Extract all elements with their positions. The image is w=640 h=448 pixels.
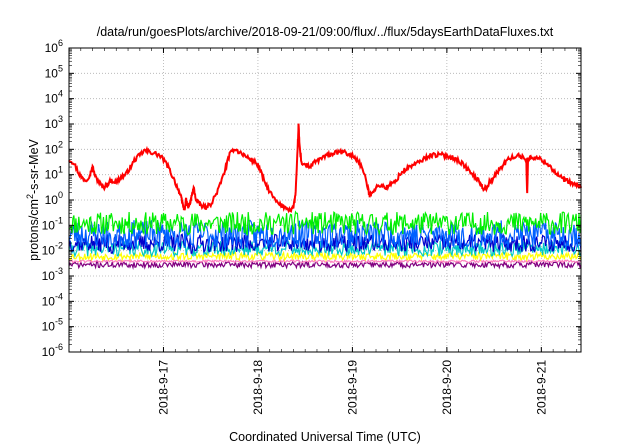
- y-tick-label-exp: -5: [55, 317, 63, 327]
- y-tick-label-base: 10: [42, 294, 56, 308]
- y-tick-label-base: 10: [45, 142, 59, 156]
- grid-lines: [69, 48, 581, 352]
- y-tick-label: 10-6: [42, 342, 63, 359]
- y-tick-label-exp: 2: [58, 139, 63, 149]
- series-line-7: [68, 210, 582, 236]
- y-tick-label-exp: 3: [58, 114, 63, 124]
- y-axis-label-base: protons/cm: [27, 199, 41, 261]
- x-tick-label: 2018-9-18: [251, 360, 265, 415]
- x-tick-label: 2018-9-21: [534, 360, 548, 415]
- y-tick-label-exp: 4: [58, 89, 63, 99]
- y-tick-label-exp: 1: [58, 165, 63, 175]
- y-tick-label-base: 10: [45, 117, 59, 131]
- y-tick-label-exp: 0: [58, 190, 63, 200]
- series-line-1: [68, 259, 582, 270]
- x-axis-label: Coordinated Universal Time (UTC): [229, 430, 421, 444]
- y-tick-label-exp: -1: [55, 215, 63, 225]
- y-tick-label-exp: 5: [58, 63, 63, 73]
- y-tick-label: 100: [45, 190, 63, 207]
- y-tick-label-exp: -6: [55, 342, 63, 352]
- x-tick-label: 2018-9-19: [345, 360, 359, 415]
- y-tick-label-base: 10: [42, 244, 56, 258]
- y-tick-label-base: 10: [45, 66, 59, 80]
- y-tick-label-exp: -4: [55, 291, 63, 301]
- x-tick-label: 2018-9-20: [440, 360, 454, 415]
- data-series: [68, 123, 582, 270]
- y-tick-label-base: 10: [42, 218, 56, 232]
- y-tick-label-exp: -2: [55, 241, 63, 251]
- y-tick-label: 103: [45, 114, 63, 131]
- y-axis-label-tail: -s-sr-MeV: [27, 138, 41, 194]
- y-tick-label-base: 10: [42, 345, 56, 359]
- series-line-6: [68, 218, 582, 250]
- y-tick-label: 101: [45, 165, 63, 182]
- y-tick-label-base: 10: [42, 320, 56, 334]
- y-tick-label: 106: [45, 38, 63, 55]
- y-tick-label: 10-1: [42, 215, 63, 232]
- y-tick-label: 102: [45, 139, 63, 156]
- y-tick-label-base: 10: [45, 168, 59, 182]
- y-tick-label: 10-2: [42, 241, 63, 258]
- y-tick-label-exp: 6: [58, 38, 63, 48]
- y-tick-label: 105: [45, 63, 63, 80]
- y-axis-label: protons/cm2-s-sr-MeV: [25, 138, 41, 260]
- y-tick-label-exp: -3: [55, 266, 63, 276]
- y-tick-label-base: 10: [42, 269, 56, 283]
- y-axis-ticks: 10-610-510-410-310-210-11001011021031041…: [42, 38, 581, 359]
- y-tick-label: 10-3: [42, 266, 63, 283]
- y-tick-label: 10-4: [42, 291, 63, 308]
- y-axis-label-sup: 2: [25, 194, 35, 199]
- y-tick-label-base: 10: [45, 193, 59, 207]
- y-tick-label: 10-5: [42, 317, 63, 334]
- y-tick-label-base: 10: [45, 41, 59, 55]
- chart-title: /data/run/goesPlots/archive/2018-09-21/0…: [97, 25, 554, 39]
- series-line-primary: [68, 123, 582, 214]
- x-tick-label: 2018-9-17: [156, 360, 170, 415]
- y-tick-label-base: 10: [45, 92, 59, 106]
- y-tick-label: 104: [45, 89, 63, 106]
- series-line-2: [68, 258, 582, 265]
- x-axis-ticks: 2018-9-17 2018-9-18 2018-9-19 2018-9-20 2018…: [80, 48, 578, 415]
